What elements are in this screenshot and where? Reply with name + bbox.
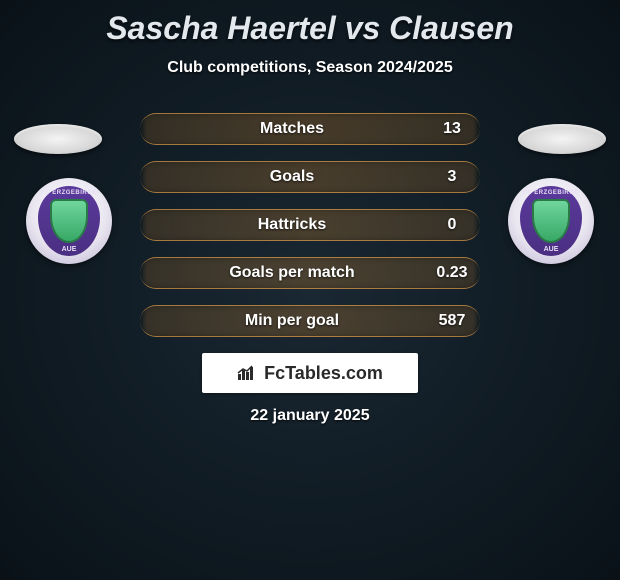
stat-right-value: 13 [424, 120, 480, 138]
stat-label: Goals [160, 168, 424, 186]
date-label: 22 january 2025 [0, 407, 620, 425]
crest-text-top: FC ERZGEBIRGE [38, 190, 100, 196]
stat-row: Min per goal 587 [140, 305, 480, 337]
stat-right-value: 0.23 [424, 264, 480, 282]
club-crest-right: FC ERZGEBIRGE AUE [508, 178, 594, 264]
page-title: Sascha Haertel vs Clausen [0, 0, 620, 47]
stat-row: Hattricks 0 [140, 209, 480, 241]
watermark-text: FcTables.com [264, 363, 383, 384]
stat-right-value: 0 [424, 216, 480, 234]
player-right-avatar [518, 124, 606, 154]
stat-label: Matches [160, 120, 424, 138]
crest-text-bottom: AUE [520, 246, 582, 253]
club-crest-left: FC ERZGEBIRGE AUE [26, 178, 112, 264]
crest-shield-icon [532, 199, 570, 243]
stat-row: Matches 13 [140, 113, 480, 145]
stat-right-value: 587 [424, 312, 480, 330]
subtitle: Club competitions, Season 2024/2025 [0, 59, 620, 77]
comparison-card: Sascha Haertel vs Clausen Club competiti… [0, 0, 620, 580]
crest-text-bottom: AUE [38, 246, 100, 253]
player-left-avatar [14, 124, 102, 154]
stat-label: Goals per match [160, 264, 424, 282]
bar-chart-icon [237, 364, 259, 382]
stat-label: Min per goal [160, 312, 424, 330]
crest-shield-icon [50, 199, 88, 243]
stat-row: Goals per match 0.23 [140, 257, 480, 289]
watermark-badge: FcTables.com [202, 353, 418, 393]
crest-text-top: FC ERZGEBIRGE [520, 190, 582, 196]
stat-label: Hattricks [160, 216, 424, 234]
stat-right-value: 3 [424, 168, 480, 186]
stat-row: Goals 3 [140, 161, 480, 193]
